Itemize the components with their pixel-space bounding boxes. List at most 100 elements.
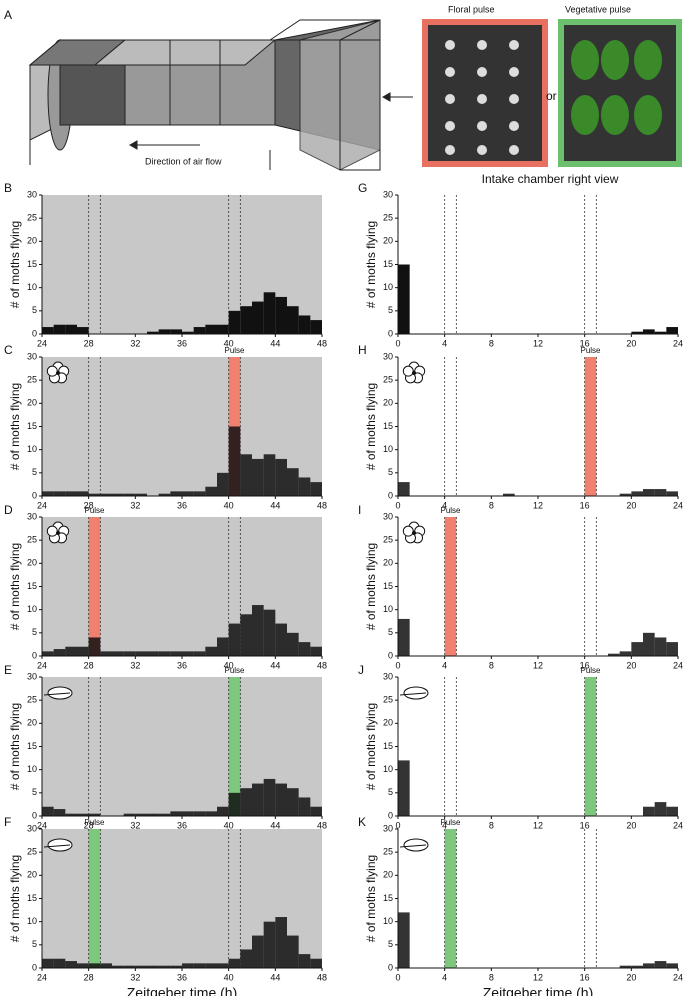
y-tick-label: 5 bbox=[388, 305, 393, 315]
y-tick-label: 15 bbox=[383, 893, 393, 903]
y-tick-label: 5 bbox=[32, 939, 37, 949]
y-tick-label: 15 bbox=[383, 741, 393, 751]
bar bbox=[217, 472, 229, 496]
bar bbox=[205, 486, 217, 496]
x-tick-label: 8 bbox=[489, 500, 494, 510]
bar bbox=[398, 482, 410, 496]
pulse-band bbox=[444, 829, 457, 968]
bar bbox=[170, 329, 182, 334]
bar bbox=[42, 651, 54, 656]
x-tick-label: 0 bbox=[395, 660, 400, 670]
pulse-band bbox=[584, 677, 597, 816]
bar bbox=[252, 458, 264, 496]
y-tick-label: 20 bbox=[383, 236, 393, 246]
panel-label: H bbox=[358, 343, 367, 357]
x-tick-label: 44 bbox=[270, 820, 280, 830]
pulse-label: Pulse bbox=[580, 346, 601, 355]
bar bbox=[100, 963, 112, 968]
x-tick-label: 24 bbox=[673, 660, 683, 670]
bar bbox=[100, 493, 112, 496]
bar bbox=[654, 637, 667, 656]
bar bbox=[666, 491, 678, 496]
y-tick-label: 0 bbox=[32, 490, 37, 500]
y-tick-label: 15 bbox=[27, 581, 37, 591]
bar bbox=[100, 651, 112, 656]
y-tick-label: 0 bbox=[388, 490, 393, 500]
bar bbox=[123, 493, 136, 496]
y-tick-label: 30 bbox=[27, 511, 37, 521]
y-tick-label: 10 bbox=[383, 444, 393, 454]
y-tick-label: 30 bbox=[27, 823, 37, 833]
x-tick-label: 44 bbox=[270, 338, 280, 348]
bar bbox=[77, 646, 89, 656]
x-tick-label: 12 bbox=[533, 820, 543, 830]
x-tick-label: 16 bbox=[580, 820, 590, 830]
bar bbox=[135, 813, 147, 816]
bar bbox=[298, 797, 311, 816]
bar bbox=[619, 965, 632, 968]
y-tick-label: 30 bbox=[27, 351, 37, 361]
bar bbox=[643, 329, 655, 334]
bar bbox=[310, 320, 322, 334]
flower-icon bbox=[412, 371, 416, 375]
y-tick-label: 0 bbox=[32, 810, 37, 820]
pulse-band bbox=[88, 517, 101, 656]
x-tick-label: 24 bbox=[673, 500, 683, 510]
y-tick-label: 25 bbox=[27, 375, 37, 385]
x-tick-label: 8 bbox=[489, 338, 494, 348]
x-tick-label: 12 bbox=[533, 660, 543, 670]
bar bbox=[240, 614, 252, 656]
bar bbox=[135, 493, 147, 496]
bar bbox=[147, 813, 159, 816]
flower-icon bbox=[46, 525, 58, 537]
leaf-icon bbox=[47, 838, 73, 852]
x-tick-label: 36 bbox=[177, 660, 187, 670]
bar bbox=[135, 965, 147, 968]
bar bbox=[654, 802, 667, 816]
bar bbox=[65, 324, 77, 334]
x-tick-label: 48 bbox=[317, 338, 327, 348]
pulse-label: Pulse bbox=[440, 818, 461, 827]
x-tick-label: 16 bbox=[580, 500, 590, 510]
bar bbox=[147, 965, 159, 968]
vegetative-chamber bbox=[558, 19, 682, 167]
y-tick-label: 10 bbox=[27, 444, 37, 454]
y-tick-label: 25 bbox=[383, 847, 393, 857]
bar bbox=[240, 949, 252, 968]
bar bbox=[182, 651, 194, 656]
bar bbox=[123, 965, 136, 968]
y-tick-label: 15 bbox=[27, 741, 37, 751]
x-tick-label: 44 bbox=[270, 972, 280, 982]
panel-label: B bbox=[4, 181, 12, 195]
bar bbox=[205, 324, 217, 334]
y-tick-label: 15 bbox=[27, 259, 37, 269]
x-tick-label: 40 bbox=[224, 820, 234, 830]
x-tick-label: 12 bbox=[533, 500, 543, 510]
x-tick-label: 24 bbox=[37, 500, 47, 510]
bar bbox=[654, 331, 667, 334]
bar bbox=[205, 646, 217, 656]
bar bbox=[240, 454, 252, 496]
y-tick-label: 10 bbox=[383, 282, 393, 292]
pulse-label: Pulse bbox=[84, 818, 105, 827]
bar bbox=[228, 958, 241, 968]
y-axis-label: # of moths flying bbox=[8, 543, 22, 630]
y-tick-label: 30 bbox=[383, 823, 393, 833]
bar bbox=[112, 493, 124, 496]
bar bbox=[205, 963, 217, 968]
x-tick-label: 48 bbox=[317, 660, 327, 670]
bar bbox=[287, 788, 299, 816]
bar bbox=[88, 813, 101, 816]
plot-background bbox=[398, 677, 678, 816]
bar bbox=[298, 477, 311, 496]
y-tick-label: 0 bbox=[388, 810, 393, 820]
bar bbox=[275, 623, 287, 656]
y-tick-label: 20 bbox=[383, 870, 393, 880]
bar bbox=[310, 646, 322, 656]
x-tick-label: 32 bbox=[130, 500, 140, 510]
bar bbox=[182, 491, 194, 496]
pulse-band bbox=[228, 677, 241, 816]
bar bbox=[170, 965, 182, 968]
bar bbox=[287, 632, 299, 656]
x-tick-label: 8 bbox=[489, 972, 494, 982]
